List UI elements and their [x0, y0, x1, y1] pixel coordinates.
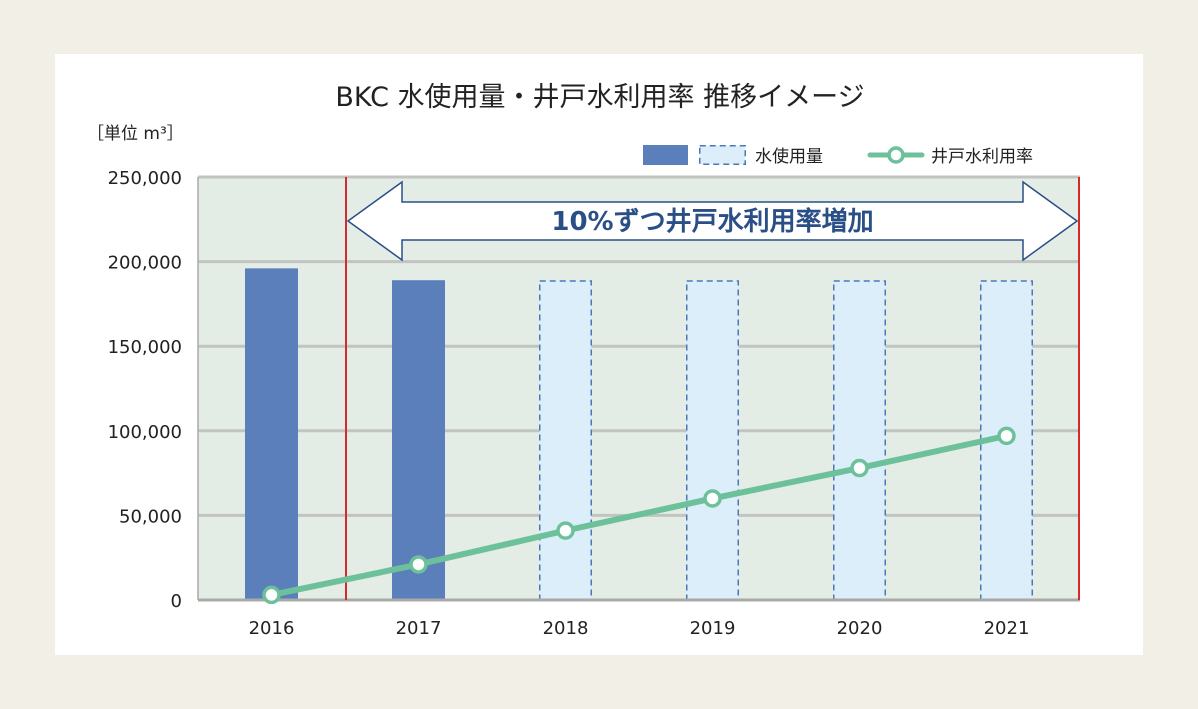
well-water-rate-line [268, 432, 1010, 598]
y-unit-label: ［単位 m³］ [87, 124, 184, 144]
x-tick-label: 2021 [984, 618, 1030, 639]
water-usage-bar [245, 268, 298, 600]
legend-label-well-water-rate: 井戸水利用率 [931, 147, 1033, 167]
x-tick-label: 2018 [543, 618, 589, 639]
well-water-rate-point [556, 521, 575, 540]
y-tick-label: 150,000 [108, 337, 182, 358]
x-tick-label: 2020 [837, 618, 883, 639]
y-tick-label: 100,000 [108, 422, 182, 443]
y-tick-label: 0 [171, 591, 182, 612]
water-usage-bar [392, 280, 445, 600]
well-water-rate-point [262, 585, 281, 605]
chart-card: BKC 水使用量・井戸水利用率 推移イメージ ［単位 m³］ 0 50,000 10… [55, 54, 1143, 655]
chart-svg: BKC 水使用量・井戸水利用率 推移イメージ ［単位 m³］ 0 50,000 10… [87, 82, 1080, 639]
well-water-rate-point [703, 489, 722, 508]
y-tick-label: 200,000 [108, 253, 182, 274]
chart-title: BKC 水使用量・井戸水利用率 推移イメージ [335, 82, 864, 113]
legend-label-water-usage: 水使用量 [755, 146, 823, 167]
legend-swatch-planned [699, 145, 746, 165]
x-tick-label: 2019 [690, 618, 736, 639]
x-tick-label: 2017 [396, 618, 442, 639]
well-water-rate-point [850, 458, 869, 478]
y-tick-label: 50,000 [119, 506, 182, 527]
water-usage-bar-planned [833, 280, 886, 600]
water-usage-bar-planned [686, 280, 739, 600]
y-tick-label: 250,000 [108, 168, 182, 189]
legend-swatch-marker [887, 146, 905, 164]
range-annotation-text: 10%ずつ井戸水利用率増加 [551, 206, 873, 237]
legend: 水使用量 井戸水利用率 [643, 145, 1033, 167]
plot-area: 0 50,000 100,000 150,000 200,000 250,000 2016 2… [108, 168, 1080, 639]
legend-swatch-actual [643, 145, 688, 165]
water-usage-bar-planned [539, 280, 592, 600]
well-water-rate-point [997, 426, 1016, 446]
x-tick-label: 2016 [249, 618, 295, 639]
range-arrow [346, 180, 1079, 262]
well-water-rate-point [409, 555, 428, 574]
